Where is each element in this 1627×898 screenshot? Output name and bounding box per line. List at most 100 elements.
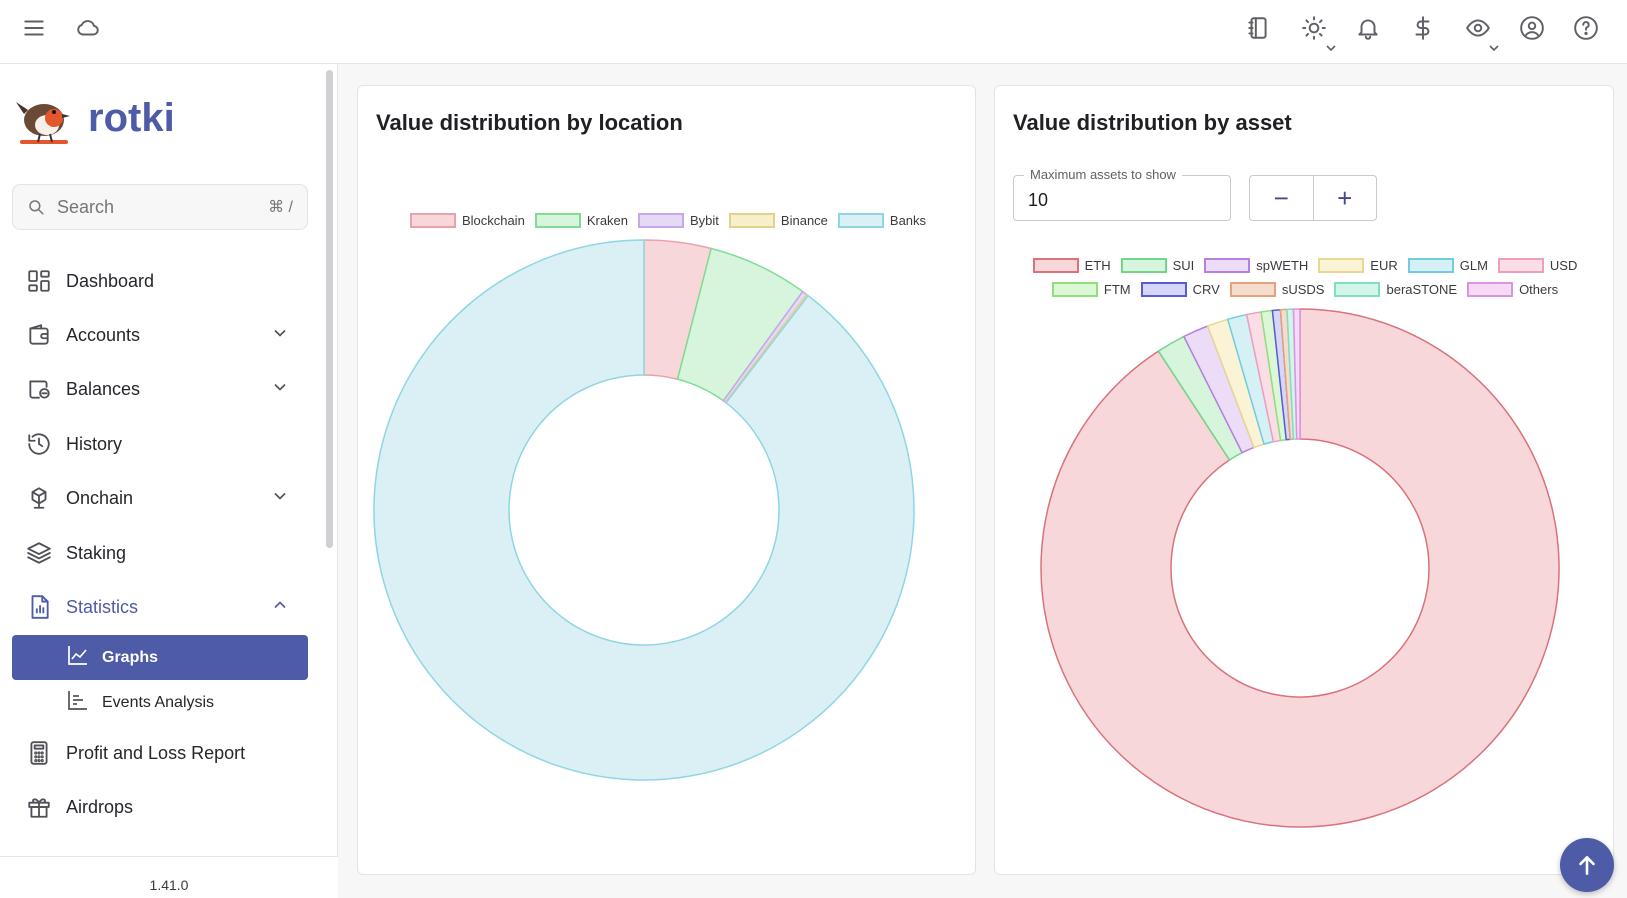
location-doughnut-chart xyxy=(373,239,915,781)
legend-swatch xyxy=(1467,281,1514,297)
legend-swatch xyxy=(1407,257,1454,273)
legend-item[interactable]: USD xyxy=(1497,255,1578,275)
sidebar-subitem-label: Graphs xyxy=(102,648,159,666)
legend-label: ETH xyxy=(1084,257,1111,273)
legend-swatch xyxy=(1204,257,1251,273)
legend-item[interactable]: FTM xyxy=(1051,279,1131,299)
eye-icon[interactable] xyxy=(1460,10,1496,46)
legend-item[interactable]: CRV xyxy=(1140,279,1220,299)
legend-item[interactable]: SUI xyxy=(1120,255,1195,275)
sidebar-item-label: Statistics xyxy=(66,596,139,617)
wallet-icon xyxy=(26,322,52,348)
asset-doughnut-chart xyxy=(1040,308,1560,828)
legend-item[interactable]: Others xyxy=(1467,279,1558,299)
legend-label: Kraken xyxy=(586,212,629,228)
sidebar-subitem-events-analysis[interactable]: Events Analysis xyxy=(12,680,308,725)
max-assets-label: Maximum assets to show xyxy=(1024,167,1182,182)
balances-icon xyxy=(26,376,52,402)
arrow-up-icon xyxy=(1579,856,1595,875)
legend-item[interactable]: Bybit xyxy=(638,210,719,230)
legend-swatch xyxy=(837,212,884,228)
bell-icon[interactable] xyxy=(1350,10,1386,46)
onchain-icon xyxy=(26,485,52,511)
sidebar-subitem-label: Events Analysis xyxy=(102,693,215,711)
help-icon[interactable] xyxy=(1568,10,1604,46)
search-placeholder: Search xyxy=(57,196,115,217)
sidebar-item-profit-and-loss-report[interactable]: Profit and Loss Report xyxy=(12,730,308,776)
legend-item[interactable]: GLM xyxy=(1407,255,1488,275)
notes-icon[interactable] xyxy=(1240,10,1276,46)
legend-swatch xyxy=(1140,281,1187,297)
sidebar-subitem-graphs[interactable]: Graphs xyxy=(12,635,308,680)
legend-label: Binance xyxy=(780,212,828,228)
app-version: 1.41.0 xyxy=(0,856,338,898)
legend-label: Banks xyxy=(889,212,927,228)
legend-swatch xyxy=(638,212,685,228)
scroll-to-top-button[interactable] xyxy=(1560,838,1614,892)
legend-label: SUI xyxy=(1172,257,1195,273)
sidebar-item-onchain[interactable]: Onchain xyxy=(12,475,308,521)
legend-label: GLM xyxy=(1459,257,1488,273)
gift-icon xyxy=(26,794,52,820)
statistics-icon xyxy=(26,594,52,620)
account-icon[interactable] xyxy=(1514,10,1550,46)
legend-label: EUR xyxy=(1370,257,1398,273)
legend-item[interactable]: beraSTONE xyxy=(1334,279,1457,299)
legend-item[interactable]: spWETH xyxy=(1204,255,1308,275)
sidebar-item-accounts[interactable]: Accounts xyxy=(12,312,308,358)
sidebar-item-label: Staking xyxy=(66,542,127,563)
legend-swatch xyxy=(1497,257,1544,273)
legend-item[interactable]: ETH xyxy=(1032,255,1111,275)
legend-label: Blockchain xyxy=(461,212,525,228)
sidebar-item-dashboard[interactable]: Dashboard xyxy=(12,258,308,304)
line-chart-icon xyxy=(66,643,90,672)
chart-legend: Blockchain Kraken Bybit Binance Banks xyxy=(380,210,956,230)
theme-sun-icon[interactable] xyxy=(1296,10,1332,46)
legend-label: FTM xyxy=(1103,281,1131,297)
legend-swatch xyxy=(728,212,775,228)
doughnut-slice-banks[interactable] xyxy=(373,239,915,781)
legend-label: sUSDS xyxy=(1281,281,1325,297)
top-app-bar xyxy=(0,0,1627,64)
decrement-button[interactable]: − xyxy=(1273,182,1289,213)
search-input[interactable]: Search ⌘ / xyxy=(12,184,308,230)
sidebar-scrollbar[interactable] xyxy=(326,70,333,548)
sidebar-item-staking[interactable]: Staking xyxy=(12,530,308,576)
legend-item[interactable]: Banks xyxy=(837,210,927,230)
legend-swatch xyxy=(1032,257,1079,273)
dashboard-icon xyxy=(26,268,52,294)
legend-swatch xyxy=(409,212,456,228)
calculator-icon xyxy=(26,740,52,766)
search-shortcut: ⌘ / xyxy=(268,199,293,216)
legend-item[interactable]: EUR xyxy=(1318,255,1398,275)
max-assets-input[interactable]: 10 xyxy=(1028,190,1049,210)
menu-icon[interactable] xyxy=(16,10,52,46)
sidebar-item-statistics[interactable]: Statistics xyxy=(12,584,308,630)
chevron-up-icon xyxy=(270,595,294,619)
cloud-icon[interactable] xyxy=(70,10,106,46)
increment-button[interactable]: + xyxy=(1312,176,1377,220)
sidebar-item-airdrops[interactable]: Airdrops xyxy=(12,784,308,830)
search-icon xyxy=(29,200,44,215)
legend-swatch xyxy=(1229,281,1276,297)
sidebar-item-balances[interactable]: Balances xyxy=(12,366,308,412)
chevron-down-icon xyxy=(1326,45,1336,52)
legend-label: spWETH xyxy=(1256,257,1309,273)
legend-item[interactable]: Kraken xyxy=(534,210,629,230)
doughnut-slice-others[interactable] xyxy=(1292,308,1301,440)
legend-swatch xyxy=(1318,257,1365,273)
legend-item[interactable]: sUSDS xyxy=(1229,279,1325,299)
chevron-down-icon xyxy=(1489,45,1499,52)
chevron-down-icon xyxy=(270,377,294,401)
legend-item[interactable]: Blockchain xyxy=(409,210,525,230)
legend-label: beraSTONE xyxy=(1386,281,1458,297)
dollar-icon[interactable] xyxy=(1405,10,1441,46)
legend-swatch xyxy=(1051,281,1098,297)
legend-label: USD xyxy=(1549,257,1578,273)
sidebar-item-history[interactable]: History xyxy=(12,421,308,467)
sidebar-item-label: Dashboard xyxy=(66,270,155,291)
card-title: Value distribution by location xyxy=(376,110,683,135)
legend-item[interactable]: Binance xyxy=(728,210,828,230)
max-assets-field[interactable]: Maximum assets to show 10 xyxy=(1013,167,1231,221)
doughnut-slice-eth[interactable] xyxy=(1040,308,1560,828)
